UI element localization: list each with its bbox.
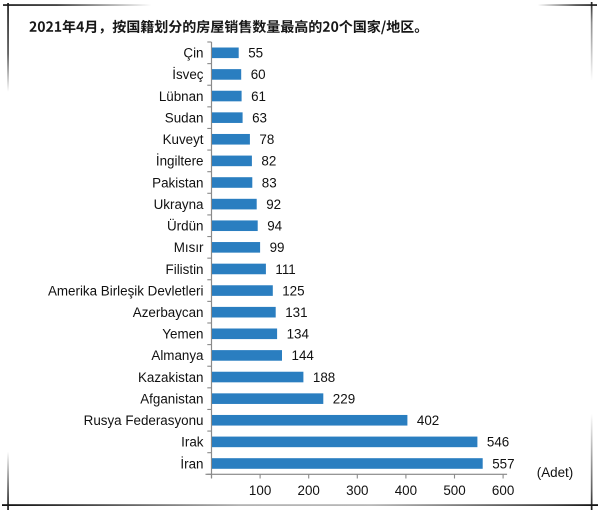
svg-text:Kazakistan: Kazakistan	[138, 370, 204, 385]
svg-text:Kuveyt: Kuveyt	[163, 132, 204, 147]
svg-text:144: 144	[292, 348, 315, 363]
svg-text:78: 78	[259, 132, 274, 147]
svg-text:Rusya Federasyonu: Rusya Federasyonu	[84, 413, 204, 428]
svg-text:94: 94	[267, 219, 282, 234]
svg-text:300: 300	[346, 483, 368, 498]
svg-text:229: 229	[333, 391, 355, 406]
svg-text:200: 200	[298, 483, 320, 498]
svg-text:Ürdün: Ürdün	[167, 219, 203, 234]
svg-text:Amerika Birleşik Devletleri: Amerika Birleşik Devletleri	[48, 283, 204, 298]
svg-text:İngiltere: İngiltere	[156, 154, 204, 169]
svg-text:125: 125	[282, 283, 304, 298]
svg-text:188: 188	[313, 370, 335, 385]
svg-text:Çin: Çin	[183, 46, 203, 61]
svg-text:Yemen: Yemen	[162, 327, 203, 342]
svg-text:92: 92	[266, 197, 281, 212]
svg-text:83: 83	[262, 175, 277, 190]
svg-text:Almanya: Almanya	[151, 348, 204, 363]
svg-text:111: 111	[275, 262, 295, 277]
svg-text:400: 400	[395, 483, 417, 498]
svg-text:99: 99	[270, 240, 285, 255]
svg-text:55: 55	[248, 46, 263, 61]
svg-text:Irak: Irak	[181, 435, 204, 450]
svg-text:600: 600	[492, 483, 514, 498]
svg-text:Lübnan: Lübnan	[159, 89, 204, 104]
svg-text:500: 500	[443, 483, 465, 498]
svg-text:82: 82	[261, 154, 276, 169]
svg-text:Ukrayna: Ukrayna	[154, 197, 204, 212]
svg-text:İran: İran	[180, 456, 203, 471]
svg-text:Filistin: Filistin	[166, 262, 204, 277]
svg-text:100: 100	[249, 483, 271, 498]
svg-text:Azerbaycan: Azerbaycan	[133, 305, 204, 320]
svg-text:Pakistan: Pakistan	[152, 175, 203, 190]
svg-text:İsveç: İsveç	[172, 67, 204, 82]
svg-text:61: 61	[251, 89, 266, 104]
svg-text:Afganistan: Afganistan	[140, 391, 203, 406]
svg-text:557: 557	[492, 456, 514, 471]
svg-text:63: 63	[252, 110, 267, 125]
svg-text:Sudan: Sudan	[165, 110, 204, 125]
svg-text:134: 134	[287, 327, 310, 342]
svg-text:60: 60	[251, 67, 266, 82]
svg-text:131: 131	[285, 305, 307, 320]
svg-text:Mısır: Mısır	[174, 240, 204, 255]
svg-text:(Adet): (Adet)	[537, 465, 573, 480]
svg-text:402: 402	[417, 413, 439, 428]
svg-text:546: 546	[487, 435, 509, 450]
